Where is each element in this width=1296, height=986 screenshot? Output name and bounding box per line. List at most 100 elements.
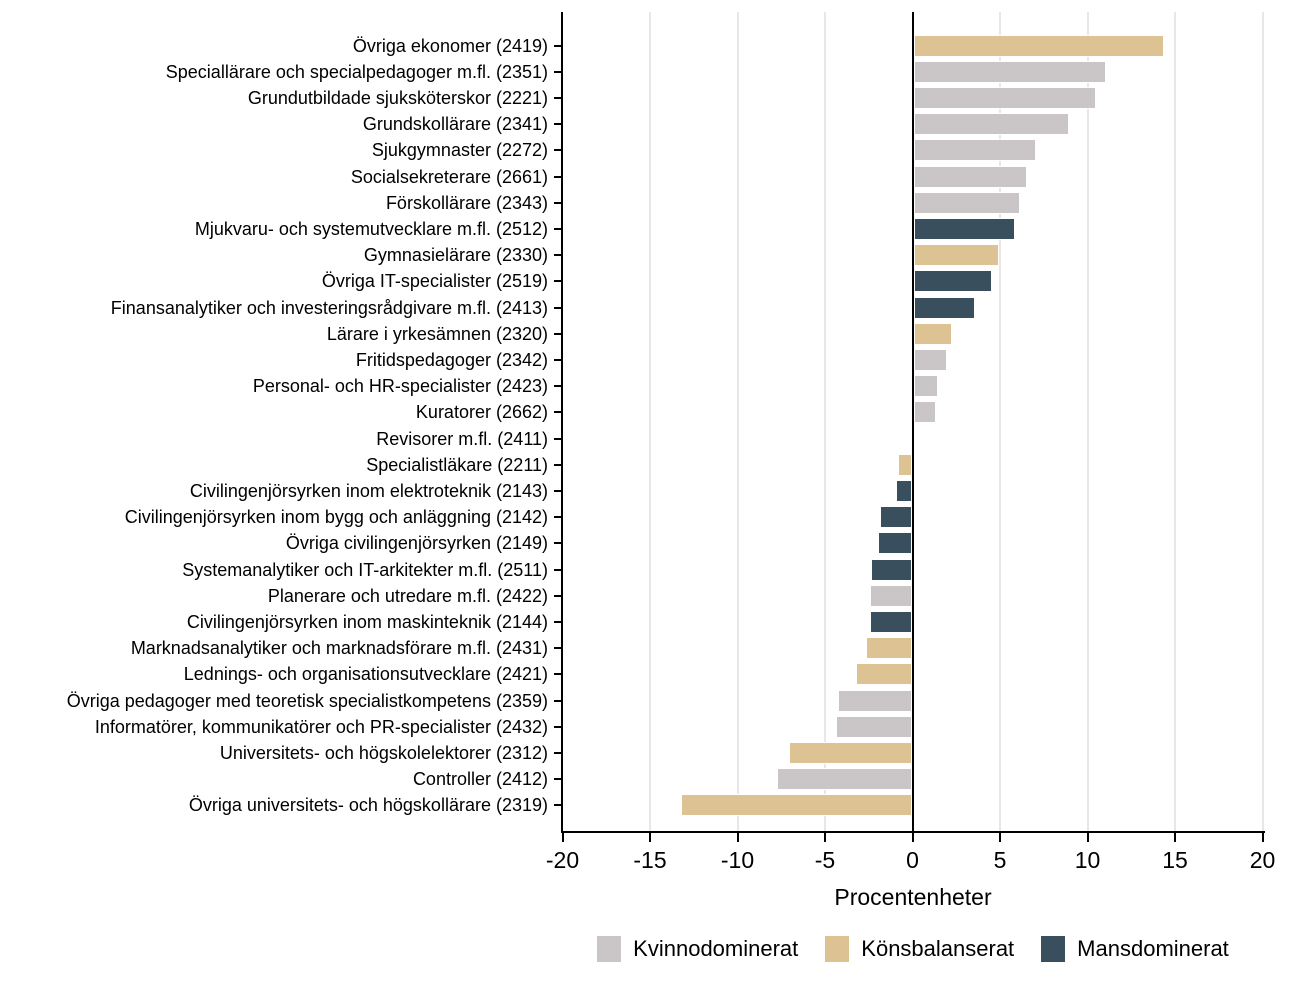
y-axis-label: Förskollärare (2343) <box>385 192 548 213</box>
y-axis-label: Finansanalytiker och investeringsrådgiva… <box>110 297 548 318</box>
x-tick-label: 5 <box>993 847 1007 873</box>
bar <box>789 741 912 764</box>
y-axis-tick <box>554 516 562 519</box>
y-axis-tick <box>554 594 562 597</box>
y-axis-tick <box>554 568 562 571</box>
bar <box>913 217 1015 240</box>
bar <box>913 113 1070 136</box>
y-axis-tick <box>554 332 562 335</box>
legend-item-konsbalanserat: Könsbalanserat <box>825 936 1014 962</box>
x-tick-label: 15 <box>1162 847 1188 873</box>
x-axis-tick <box>561 831 564 842</box>
y-axis-label: Sjukgymnaster (2272) <box>371 140 548 161</box>
gridline--5 <box>824 12 826 831</box>
bar <box>913 191 1021 214</box>
y-axis-tick <box>554 751 562 754</box>
bar <box>680 794 912 817</box>
bar <box>897 453 912 476</box>
legend-item-kvinnodominerat: Kvinnodominerat <box>597 936 798 962</box>
legend-label: Könsbalanserat <box>861 936 1015 961</box>
y-axis-tick <box>554 804 562 807</box>
y-axis-tick <box>554 725 562 728</box>
y-axis-tick <box>554 96 562 99</box>
bar <box>913 86 1096 109</box>
y-axis-tick <box>554 254 562 257</box>
bar <box>913 348 947 371</box>
bar <box>913 60 1106 83</box>
y-axis-tick <box>554 280 562 283</box>
y-axis-tick <box>554 699 562 702</box>
bar <box>869 584 912 607</box>
gridline--15 <box>649 12 651 831</box>
y-axis-label: Övriga pedagoger med teoretisk specialis… <box>66 690 548 711</box>
y-axis-label: Övriga ekonomer (2419) <box>352 35 548 56</box>
bar <box>895 479 912 502</box>
x-axis-tick <box>1261 831 1264 842</box>
y-axis-label: Civilingenjörsyrken inom maskinteknik (2… <box>186 611 548 632</box>
y-axis-label: Fritidspedagoger (2342) <box>355 349 548 370</box>
y-axis-tick <box>554 70 562 73</box>
y-axis-label: Personal- och HR-specialister (2423) <box>252 376 548 397</box>
y-axis-tick <box>554 437 562 440</box>
y-axis-label: Gymnasielärare (2330) <box>363 245 548 266</box>
y-axis-tick <box>554 673 562 676</box>
bar <box>913 244 1000 267</box>
bar <box>871 558 912 581</box>
bar <box>913 401 937 424</box>
x-axis-tick <box>1174 831 1176 842</box>
y-axis-label: Informatörer, kommunikatörer och PR-spec… <box>94 716 548 737</box>
bar <box>836 715 912 738</box>
y-axis-tick <box>554 227 562 230</box>
x-axis-tick <box>911 831 914 842</box>
y-axis-label: Mjukvaru- och systemutvecklare m.fl. (25… <box>194 218 548 239</box>
y-axis-tick <box>554 647 562 650</box>
x-axis-tick <box>736 831 739 842</box>
y-axis-label: Universitets- och högskolelektorer (2312… <box>219 742 548 763</box>
y-axis-tick <box>554 778 562 781</box>
bar <box>866 637 912 660</box>
legend-swatch-kvinnodominerat <box>597 936 622 962</box>
y-axis-label: Marknadsanalytiker och marknadsförare m.… <box>130 638 548 659</box>
legend-label: Mansdominerat <box>1077 936 1229 961</box>
bar <box>878 532 912 555</box>
y-axis-tick <box>554 306 562 309</box>
y-axis-tick <box>554 385 562 388</box>
x-tick-label: -20 <box>545 847 580 873</box>
x-axis-tick <box>999 831 1001 842</box>
y-axis-label: Lärare i yrkesämnen (2320) <box>326 323 548 344</box>
y-axis-label: Civilingenjörsyrken inom elektroteknik (… <box>189 480 548 501</box>
y-axis-label: Lednings- och organisationsutvecklare (2… <box>183 664 548 685</box>
legend-swatch-konsbalanserat <box>825 936 850 962</box>
gridline-15 <box>1174 12 1176 831</box>
y-axis-tick <box>554 620 562 623</box>
y-axis-label: Övriga IT-specialister (2519) <box>321 271 548 292</box>
x-tick-label: -10 <box>720 847 755 873</box>
x-axis-tick <box>649 831 651 842</box>
bar <box>913 296 975 319</box>
y-axis-label: Övriga universitets- och högskollärare (… <box>188 795 548 816</box>
x-tick-label: 0 <box>906 847 919 873</box>
x-axis-tick <box>824 831 826 842</box>
gridline-5 <box>999 12 1001 831</box>
y-axis-label: Revisorer m.fl. (2411) <box>376 428 548 449</box>
y-axis-label: Kuratorer (2662) <box>415 402 548 423</box>
bar <box>913 165 1028 188</box>
x-axis-title: Procentenheter <box>834 884 992 910</box>
y-axis-label: Grundskollärare (2341) <box>362 114 548 135</box>
y-axis-label: Systemanalytiker och IT-arkitekter m.fl.… <box>182 559 548 580</box>
legend-item-mansdominerat: Mansdominerat <box>1041 936 1229 962</box>
y-axis-tick <box>554 175 562 178</box>
y-axis-tick <box>554 489 562 492</box>
y-axis-tick <box>554 358 562 361</box>
bar <box>880 506 912 529</box>
bar <box>776 768 912 791</box>
y-axis-line <box>561 12 563 833</box>
y-axis-label: Controller (2412) <box>412 769 548 790</box>
y-axis-tick <box>554 201 562 204</box>
y-axis-label: Grundutbildade sjuksköterskor (2221) <box>247 87 548 108</box>
legend: Kvinnodominerat Könsbalanserat Mansdomin… <box>562 936 1264 962</box>
y-axis-label: Specialistläkare (2211) <box>366 454 548 475</box>
x-tick-label: 20 <box>1249 847 1276 873</box>
zero-line <box>911 12 914 833</box>
